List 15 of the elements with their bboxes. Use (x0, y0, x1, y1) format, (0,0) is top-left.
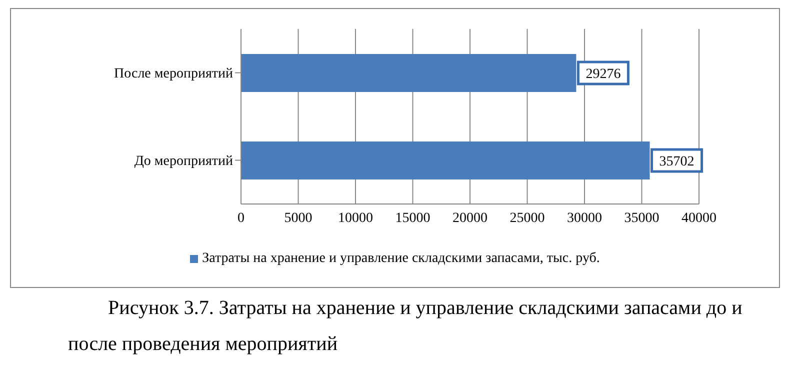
x-tick-label: 20000 (452, 210, 488, 226)
y-tick-label: До мероприятий (134, 154, 234, 170)
x-tick-label: 35000 (624, 210, 660, 226)
x-tick-label: 15000 (395, 210, 430, 226)
x-tick-label: 25000 (510, 210, 545, 226)
x-tick-label: 30000 (567, 210, 602, 226)
x-tick-label: 40000 (682, 210, 716, 226)
y-tick-label: После мероприятий (114, 66, 234, 82)
x-tick-label: 0 (238, 210, 244, 226)
data-label: 35702 (659, 154, 694, 170)
text: Рисунок 3.7. Затраты на хранение и управление складскими запасами до и после проведения мероприятий (67, 296, 744, 357)
x-tick-label: 5000 (284, 210, 312, 226)
x-tick-label: 10000 (338, 210, 373, 226)
data-label: 29276 (586, 67, 621, 82)
legend-label: Затраты на хранение и управление складскими запасами, тыс. руб. (202, 251, 600, 267)
